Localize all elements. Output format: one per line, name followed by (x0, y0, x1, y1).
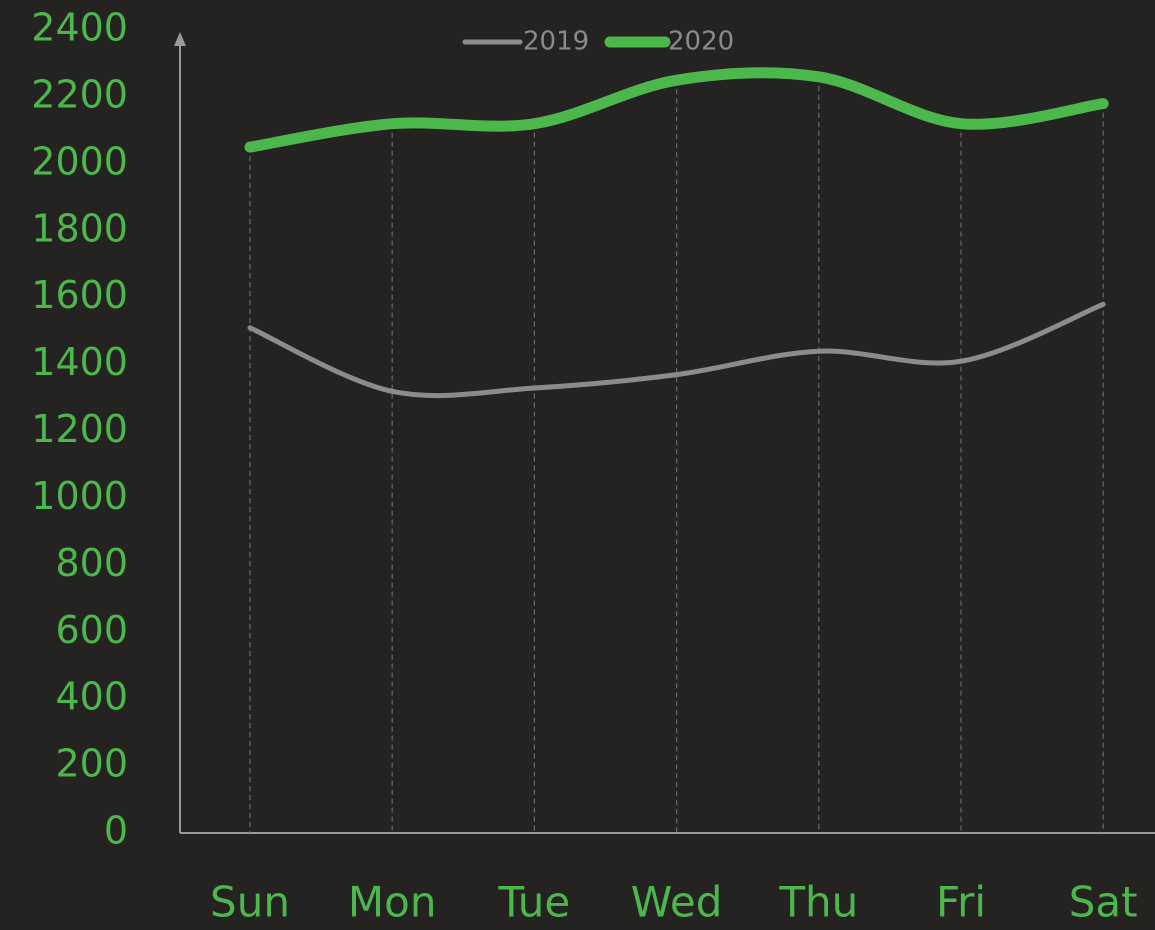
y-tick-label: 200 (55, 742, 128, 786)
y-tick-label: 1800 (31, 206, 128, 250)
legend-label: 2019 (523, 27, 589, 57)
x-tick-label: Mon (348, 878, 437, 927)
x-tick-label: Sun (210, 878, 290, 927)
legend-label: 2020 (668, 27, 734, 57)
y-tick-label: 2400 (31, 6, 128, 50)
x-tick-label: Wed (631, 878, 723, 927)
y-tick-label: 1600 (31, 273, 128, 317)
y-tick-label: 800 (55, 541, 128, 585)
x-tick-label: Thu (778, 878, 858, 927)
y-axis-arrow (174, 32, 186, 46)
y-tick-label: 1000 (31, 474, 128, 518)
y-tick-label: 0 (104, 809, 128, 853)
series-line (244, 67, 1109, 153)
y-tick-label: 1200 (31, 407, 128, 451)
x-tick-label: Fri (936, 878, 986, 927)
y-tick-label: 2000 (31, 139, 128, 183)
y-tick-label: 2200 (31, 72, 128, 116)
y-tick-label: 600 (55, 608, 128, 652)
x-tick-label: Sat (1069, 878, 1138, 927)
series-line (247, 301, 1106, 399)
y-tick-label: 400 (55, 675, 128, 719)
y-tick-label: 1400 (31, 340, 128, 384)
x-tick-label: Tue (498, 878, 571, 927)
